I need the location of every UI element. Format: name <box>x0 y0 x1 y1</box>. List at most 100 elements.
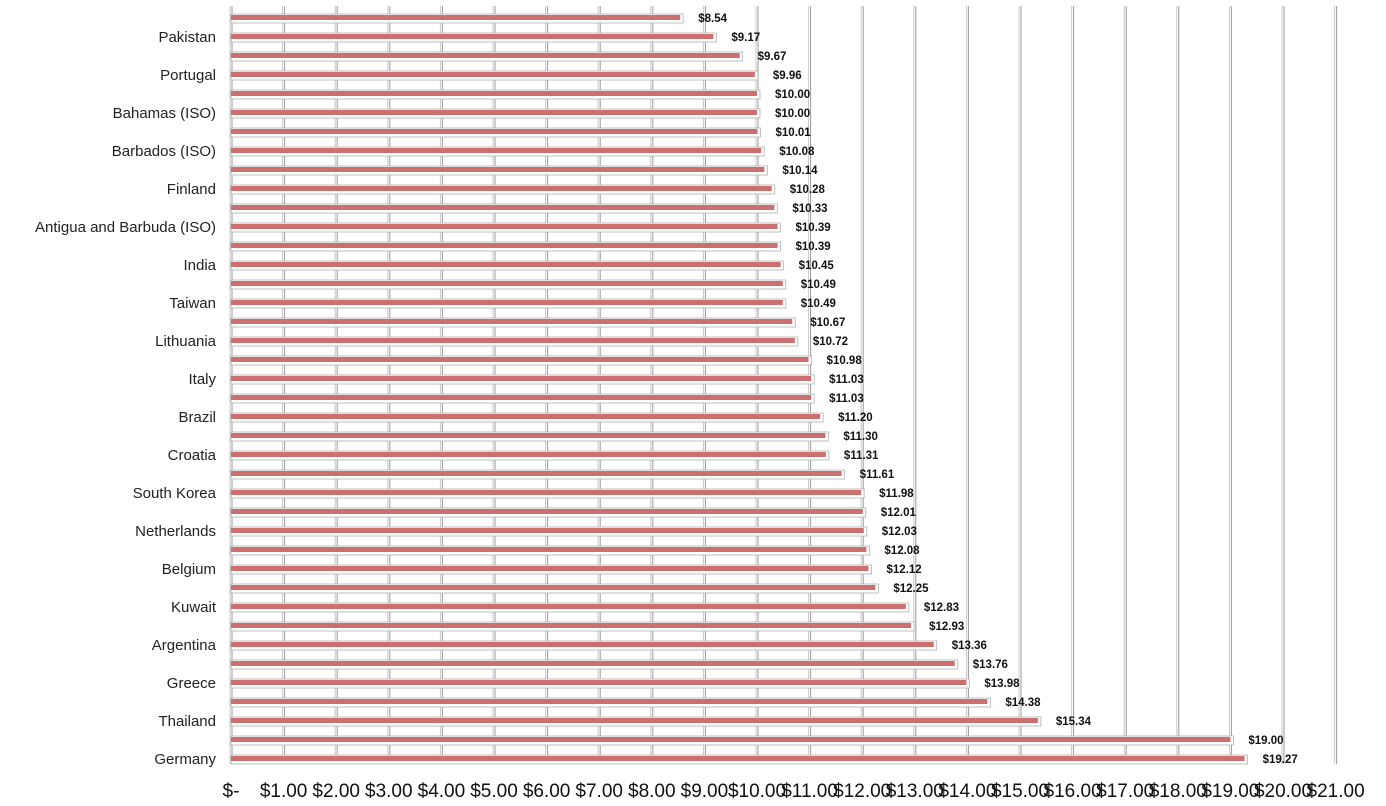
bar <box>231 243 778 248</box>
bar <box>231 338 795 343</box>
bar <box>231 224 778 229</box>
bar-layer <box>230 13 1249 765</box>
bar <box>231 15 681 20</box>
category-label: Lithuania <box>155 333 217 350</box>
bar <box>231 661 955 666</box>
data-label: $14.38 <box>1005 697 1041 709</box>
category-label: Netherlands <box>135 523 216 540</box>
category-label: Antigua and Barbuda (ISO) <box>35 219 216 236</box>
x-tick-label: $21.00 <box>1307 781 1365 801</box>
x-tick-label: $11.00 <box>781 781 838 801</box>
data-label: $10.28 <box>790 184 826 196</box>
bar <box>231 699 988 704</box>
category-label: Belgium <box>162 561 216 578</box>
data-label: $10.00 <box>775 108 810 120</box>
data-label: $9.96 <box>773 70 802 82</box>
bar <box>231 205 775 210</box>
category-label: Greece <box>167 675 216 692</box>
data-label: $11.30 <box>843 431 878 443</box>
bar <box>231 167 765 172</box>
data-label: $11.31 <box>844 450 879 462</box>
bar <box>231 414 821 419</box>
bar <box>231 528 864 533</box>
category-label: Kuwait <box>171 599 217 616</box>
bar <box>231 186 772 191</box>
data-label: $8.54 <box>698 13 727 25</box>
bar <box>231 547 867 552</box>
data-label: $11.20 <box>838 412 873 424</box>
x-tick-label: $15.00 <box>991 781 1049 801</box>
bar <box>231 433 826 438</box>
data-label: $10.01 <box>776 127 812 139</box>
x-tick-label: $18.00 <box>1149 781 1207 801</box>
category-label: Thailand <box>158 713 216 730</box>
category-label: Brazil <box>178 409 216 426</box>
bar <box>231 490 862 495</box>
category-label: Argentina <box>152 637 217 654</box>
bar <box>231 604 906 609</box>
data-label: $19.00 <box>1248 735 1283 747</box>
bar <box>231 91 757 96</box>
bar <box>231 300 783 305</box>
x-tick-label: $8.00 <box>628 781 676 801</box>
bar <box>231 566 869 571</box>
category-label: Portugal <box>160 67 216 84</box>
data-label: $10.14 <box>782 165 818 177</box>
x-tick-label: $10.00 <box>728 781 786 801</box>
bar <box>231 680 967 685</box>
category-label: Germany <box>154 751 216 768</box>
data-label: $12.08 <box>884 545 920 557</box>
category-label: South Korea <box>133 485 217 502</box>
category-label: Bahamas (ISO) <box>113 105 216 122</box>
data-label: $12.83 <box>924 602 959 614</box>
bar <box>231 756 1245 761</box>
data-label: $9.67 <box>758 51 787 63</box>
data-label: $10.39 <box>796 222 831 234</box>
bar <box>231 737 1231 742</box>
data-label: $12.25 <box>893 583 929 595</box>
category-label: Taiwan <box>169 295 216 312</box>
data-label: $12.03 <box>882 526 917 538</box>
bar <box>231 623 912 628</box>
x-tick-label: $16.00 <box>1044 781 1102 801</box>
x-tick-label: $5.00 <box>470 781 518 801</box>
x-tick-label: $4.00 <box>418 781 466 801</box>
x-tick-label: $6.00 <box>523 781 571 801</box>
x-tick-label: $17.00 <box>1096 781 1154 801</box>
bar <box>231 718 1038 723</box>
category-label: Pakistan <box>158 29 216 46</box>
category-label: Finland <box>167 181 216 198</box>
data-label: $10.33 <box>792 203 827 215</box>
x-tick-label: $14.00 <box>938 781 996 801</box>
data-label: $12.93 <box>929 621 964 633</box>
bar <box>231 53 740 58</box>
bar <box>231 319 793 324</box>
data-label: $12.01 <box>881 507 917 519</box>
bar <box>231 110 757 115</box>
data-label: $11.03 <box>829 393 864 405</box>
data-label: $10.72 <box>813 336 848 348</box>
x-tick-label: $- <box>223 781 240 801</box>
data-label: $9.17 <box>731 32 760 44</box>
bar <box>231 585 876 590</box>
data-label: $11.03 <box>829 374 864 386</box>
x-tick-layer: $- $1.00 $2.00 $3.00 $4.00 $5.00 $6.00 $7.00 $8.… <box>223 781 1365 802</box>
category-label-layer: Pakistan Portugal Bahamas (ISO) Barbados (I… <box>35 29 217 768</box>
data-label-layer: $8.54 $9.17 $9.67 $9.96 $10.00 $10.00 $10.01 $1… <box>698 13 1298 766</box>
data-label: $10.08 <box>779 146 815 158</box>
data-label: $10.67 <box>810 317 845 329</box>
bar <box>231 509 863 514</box>
x-tick-label: $3.00 <box>365 781 413 801</box>
x-tick-label: $7.00 <box>575 781 623 801</box>
x-tick-label: $20.00 <box>1254 781 1312 801</box>
data-label: $12.12 <box>887 564 922 576</box>
bar <box>231 148 762 153</box>
data-label: $10.00 <box>775 89 810 101</box>
x-tick-label: $19.00 <box>1201 781 1259 801</box>
bar <box>231 642 934 647</box>
bar <box>231 281 783 286</box>
x-tick-label: $13.00 <box>886 781 944 801</box>
bar <box>231 262 781 267</box>
